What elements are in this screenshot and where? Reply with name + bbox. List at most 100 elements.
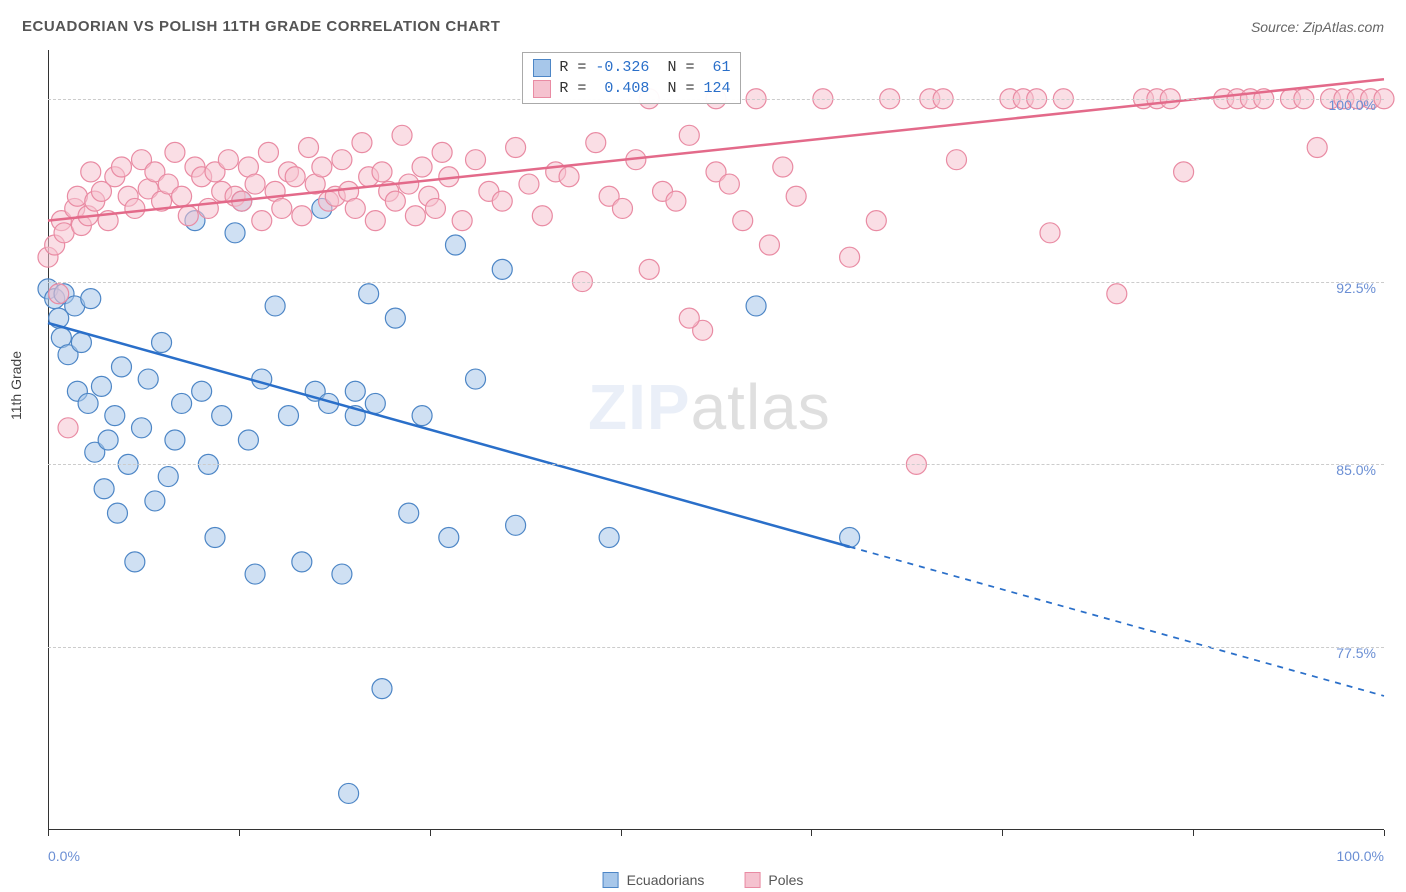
data-point: [105, 406, 125, 426]
data-point: [198, 198, 218, 218]
data-point: [392, 125, 412, 145]
data-point: [492, 191, 512, 211]
x-tick: [48, 830, 49, 836]
data-point: [492, 259, 512, 279]
legend: Ecuadorians Poles: [603, 872, 804, 888]
data-point: [81, 289, 101, 309]
data-point: [81, 162, 101, 182]
data-point: [272, 198, 292, 218]
data-point: [125, 552, 145, 572]
data-point: [866, 211, 886, 231]
data-point: [165, 142, 185, 162]
data-point: [132, 418, 152, 438]
data-point: [719, 174, 739, 194]
data-point: [285, 167, 305, 187]
data-point: [312, 157, 332, 177]
legend-swatch-poles: [744, 872, 760, 888]
data-point: [746, 296, 766, 316]
data-point: [58, 418, 78, 438]
data-point: [519, 174, 539, 194]
data-point: [405, 206, 425, 226]
gridline-h: [48, 464, 1384, 465]
data-point: [91, 376, 111, 396]
data-point: [439, 528, 459, 548]
data-point: [425, 198, 445, 218]
data-point: [372, 162, 392, 182]
gridline-h: [48, 647, 1384, 648]
plot-area: R = -0.326 N = 61R = 0.408 N = 124 ZIPat…: [48, 50, 1384, 830]
data-point: [432, 142, 452, 162]
data-point: [840, 247, 860, 267]
data-point: [679, 125, 699, 145]
data-point: [679, 308, 699, 328]
data-point: [466, 150, 486, 170]
data-point: [49, 284, 69, 304]
data-point: [252, 211, 272, 231]
gridline-h: [48, 282, 1384, 283]
data-point: [1174, 162, 1194, 182]
x-tick: [430, 830, 431, 836]
data-point: [445, 235, 465, 255]
data-point: [172, 393, 192, 413]
data-point: [218, 150, 238, 170]
data-point: [532, 206, 552, 226]
stats-text: R = 0.408 N = 124: [559, 78, 730, 99]
data-point: [359, 284, 379, 304]
chart-header: ECUADORIAN VS POLISH 11TH GRADE CORRELAT…: [22, 18, 1384, 35]
data-point: [98, 430, 118, 450]
data-point: [265, 296, 285, 316]
data-point: [107, 503, 127, 523]
stats-swatch: [533, 80, 551, 98]
data-point: [258, 142, 278, 162]
data-point: [506, 138, 526, 158]
data-point: [946, 150, 966, 170]
data-point: [225, 223, 245, 243]
data-point: [165, 430, 185, 450]
data-point: [292, 206, 312, 226]
y-axis-label: 11th Grade: [8, 351, 24, 420]
data-point: [245, 174, 265, 194]
y-tick-label: 77.5%: [1336, 645, 1376, 661]
data-point: [666, 191, 686, 211]
data-point: [412, 157, 432, 177]
data-point: [1107, 284, 1127, 304]
data-point: [365, 393, 385, 413]
data-point: [158, 467, 178, 487]
y-tick-label: 100.0%: [1329, 97, 1376, 113]
data-point: [385, 191, 405, 211]
chart-title: ECUADORIAN VS POLISH 11TH GRADE CORRELAT…: [22, 18, 500, 35]
stats-swatch: [533, 59, 551, 77]
data-point: [192, 381, 212, 401]
data-point: [252, 369, 272, 389]
data-point: [172, 186, 192, 206]
data-point: [586, 133, 606, 153]
regression-line-dashed: [850, 547, 1384, 696]
data-point: [452, 211, 472, 231]
scatter-plot-svg: [48, 50, 1384, 830]
data-point: [145, 491, 165, 511]
data-point: [466, 369, 486, 389]
x-tick: [621, 830, 622, 836]
data-point: [299, 138, 319, 158]
data-point: [292, 552, 312, 572]
data-point: [178, 206, 198, 226]
x-tick: [1193, 830, 1194, 836]
data-point: [639, 259, 659, 279]
stats-text: R = -0.326 N = 61: [559, 57, 730, 78]
correlation-stats-box: R = -0.326 N = 61R = 0.408 N = 124: [522, 52, 741, 104]
data-point: [278, 406, 298, 426]
data-point: [212, 406, 232, 426]
y-tick-label: 92.5%: [1336, 280, 1376, 296]
data-point: [345, 381, 365, 401]
data-point: [1307, 138, 1327, 158]
x-min-label: 0.0%: [48, 848, 80, 864]
x-tick: [811, 830, 812, 836]
data-point: [506, 515, 526, 535]
data-point: [559, 167, 579, 187]
data-point: [125, 198, 145, 218]
data-point: [372, 679, 392, 699]
y-tick-label: 85.0%: [1336, 462, 1376, 478]
data-point: [352, 133, 372, 153]
data-point: [238, 430, 258, 450]
data-point: [245, 564, 265, 584]
